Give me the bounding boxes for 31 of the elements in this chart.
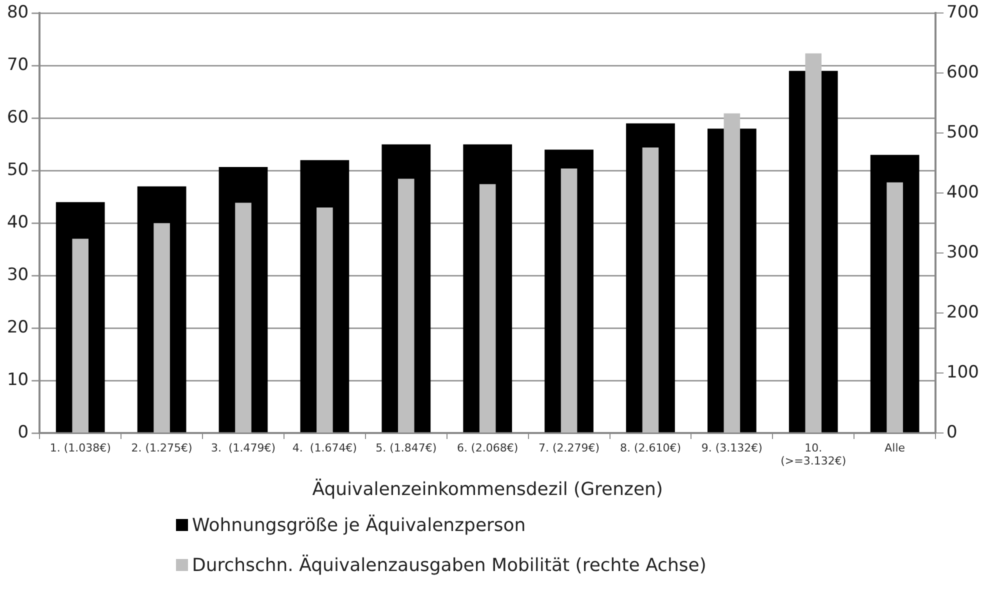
y-tick-label: 20 — [6, 317, 29, 338]
x-tick-label: 7. (2.279€) — [538, 441, 600, 454]
legend-label: Wohnungsgröße je Äquivalenzperson — [192, 514, 526, 536]
y-tick-label: 80 — [6, 2, 29, 23]
y2-tick-label: 600 — [946, 62, 980, 83]
x-tick-label: 10. (>=3.132€) — [780, 441, 846, 468]
x-tick-label: 3. (1.479€) — [210, 441, 276, 454]
x-tick-label: 5. (1.847€) — [376, 441, 437, 454]
y-tick-label: 40 — [6, 212, 29, 233]
y2-tick-label: 0 — [946, 422, 958, 442]
y-tick-label: 50 — [6, 160, 29, 180]
y2-tick-label: 700 — [946, 2, 980, 23]
legend-label: Durchschn. Äquivalenzausgaben Mobilität (rechte Achse) — [192, 554, 706, 576]
y2-tick-label: 400 — [946, 182, 980, 203]
y-tick-label: 30 — [6, 264, 29, 285]
x-tick-label: Alle — [884, 441, 906, 454]
x-tick-label: 1. (1.038€) — [50, 441, 111, 454]
x-tick-label: 6. (2.068€) — [457, 441, 518, 454]
x-axis-title: Äquivalenzeinkommensdezil (Grenzen) — [312, 478, 663, 500]
x-tick-label: 2. (1.275€) — [131, 441, 192, 454]
y-tick-label: 10 — [6, 370, 29, 390]
y-tick-label: 60 — [6, 108, 29, 128]
y2-tick-label: 300 — [946, 242, 980, 263]
x-tick-label: 8. (2.610€) — [620, 441, 682, 454]
y2-tick-label: 200 — [946, 302, 980, 322]
x-tick-label: 4. (1.674€) — [292, 441, 357, 454]
y2-tick-label: 100 — [946, 362, 980, 382]
x-tick-label: 9. (3.132€) — [701, 441, 762, 454]
y-tick-label: 70 — [6, 55, 29, 76]
y-tick-label: 0 — [18, 422, 29, 442]
y2-tick-label: 500 — [946, 122, 980, 143]
